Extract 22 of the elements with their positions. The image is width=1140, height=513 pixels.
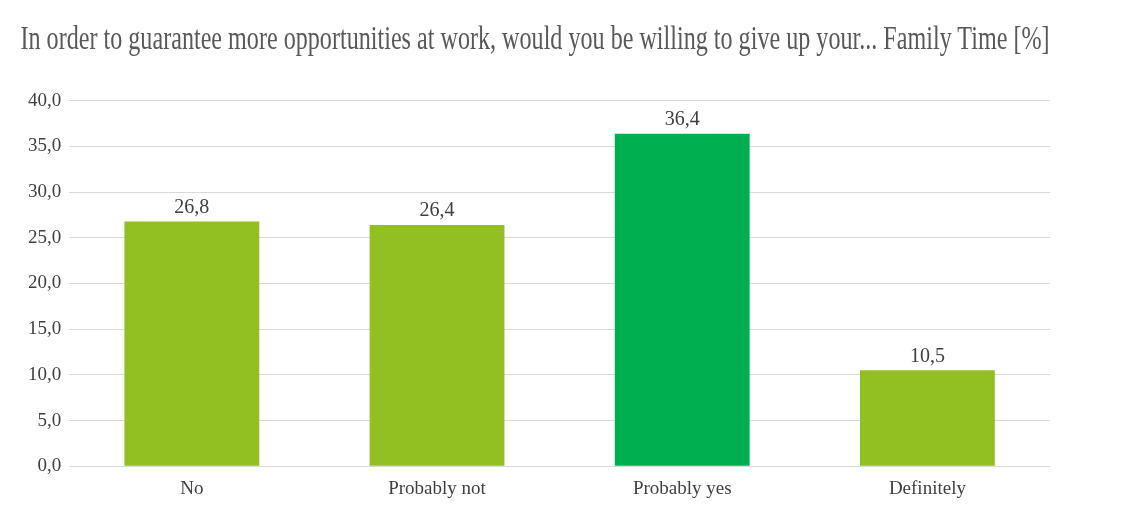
data-label: 26,4 <box>419 198 455 221</box>
y-tick-label: 5,0 <box>37 408 62 430</box>
y-tick-label: 40,0 <box>28 88 62 110</box>
y-tick-label: 15,0 <box>28 317 62 339</box>
bar <box>614 133 750 466</box>
x-tick-label: Probably yes <box>632 476 732 498</box>
y-tick-label: 0,0 <box>37 454 62 476</box>
x-tick-label: Probably not <box>388 476 487 498</box>
y-tick-label: 30,0 <box>28 180 62 202</box>
data-label: 26,8 <box>174 194 210 217</box>
bar <box>124 221 260 466</box>
chart-title: In order to guarantee more opportunities at work, would you be willing to give up your... Family Time [%] <box>20 19 1050 57</box>
y-tick-label: 35,0 <box>28 134 62 156</box>
data-label: 10,5 <box>909 343 945 366</box>
x-tick-label: No <box>180 476 204 498</box>
y-tick-label: 10,0 <box>28 362 62 384</box>
data-label: 36,4 <box>664 106 700 129</box>
x-tick-label: Definitely <box>888 476 967 498</box>
bar <box>369 225 505 466</box>
y-tick-label: 20,0 <box>28 271 62 293</box>
bar <box>859 370 995 466</box>
y-tick-label: 25,0 <box>28 225 62 247</box>
